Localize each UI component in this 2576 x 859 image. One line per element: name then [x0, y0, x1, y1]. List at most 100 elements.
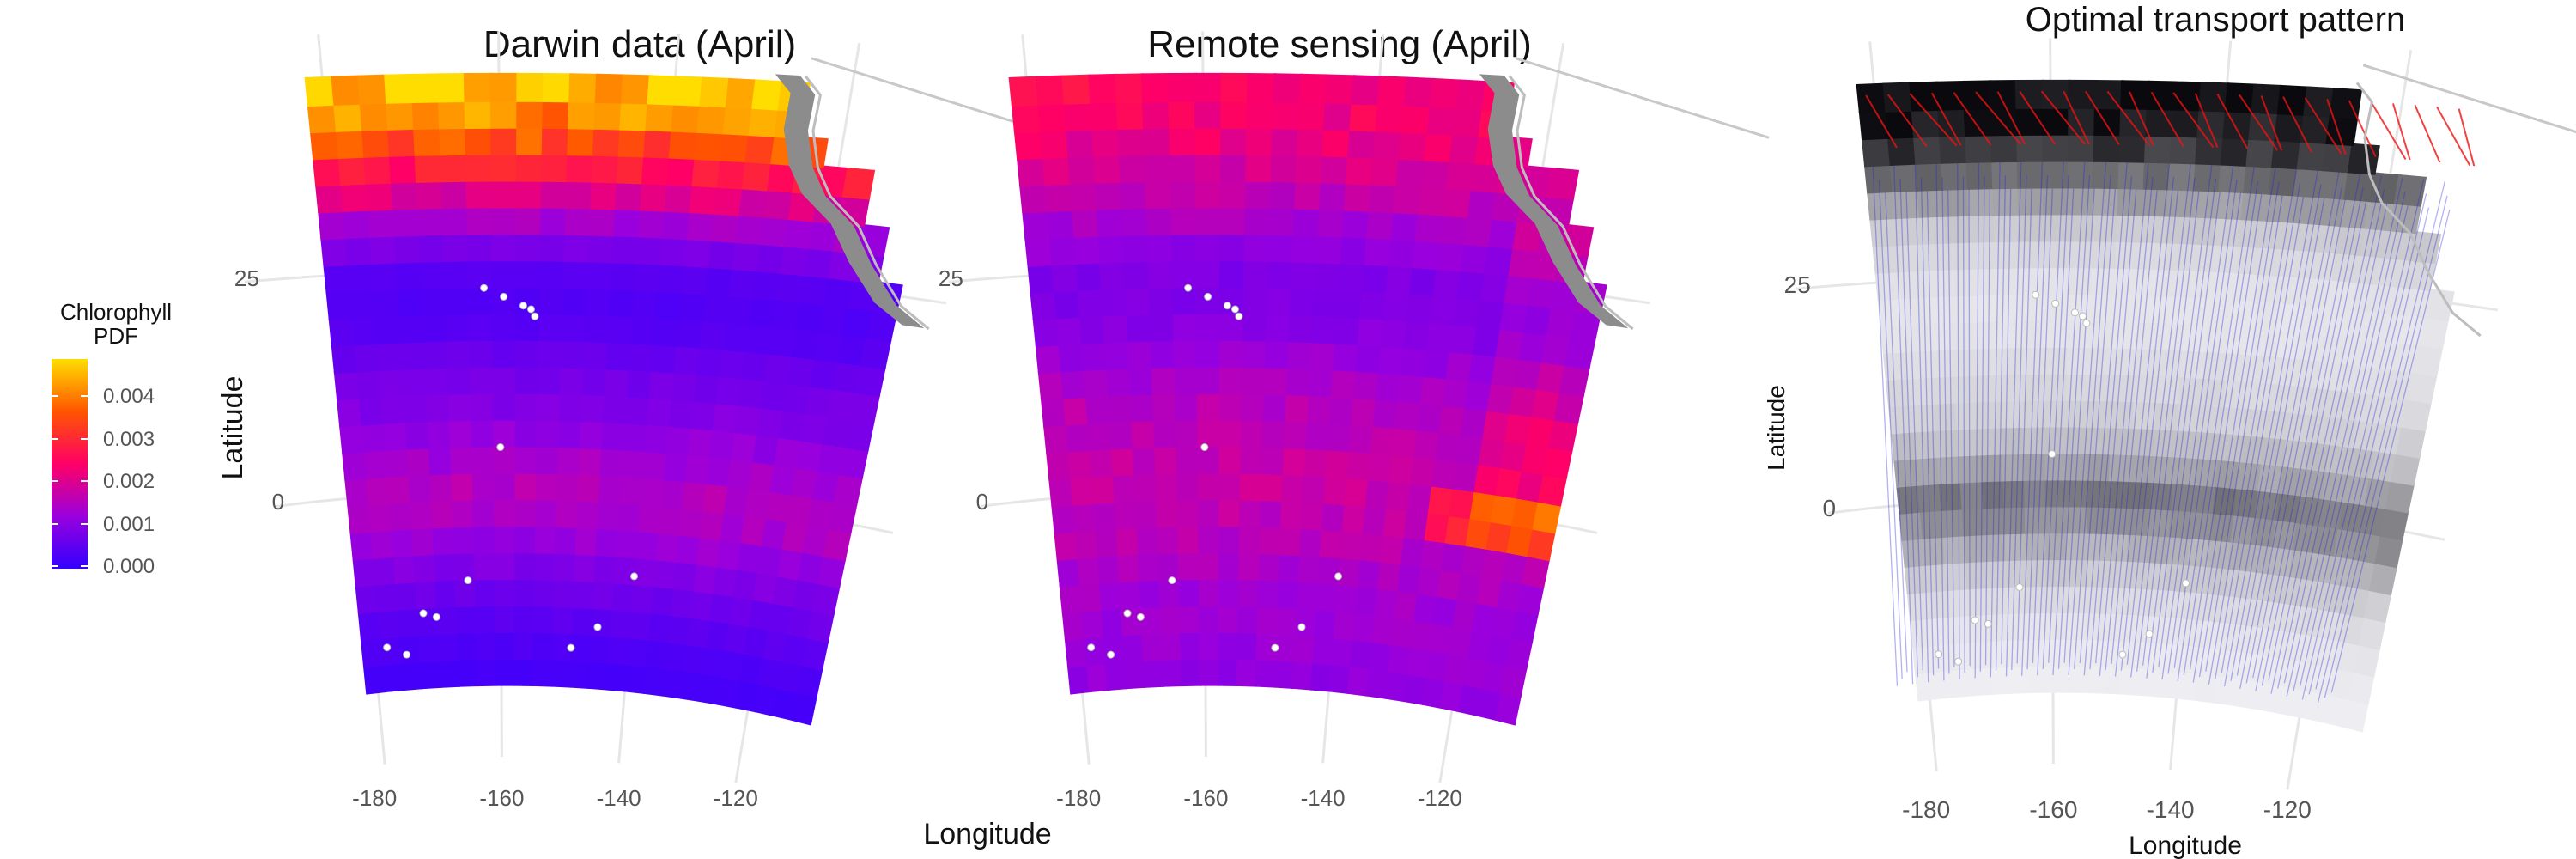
heatmap-cell: [1367, 450, 1394, 483]
heatmap-cell: [1336, 288, 1364, 319]
heatmap-cell: [1375, 370, 1403, 403]
heatmap-cell: [647, 395, 674, 428]
transport-line-red: [2436, 106, 2471, 167]
heatmap-cell: [1540, 332, 1573, 367]
heatmap-cell: [1081, 607, 1105, 640]
x-tick-label: -160: [2029, 796, 2077, 823]
transport-line: [2308, 193, 2427, 695]
heatmap-cell: [1885, 108, 1917, 139]
heatmap-cell: [492, 391, 518, 421]
heatmap-cell: [1500, 662, 1528, 698]
heatmap-cell: [658, 503, 684, 536]
heatmap-cell: [1426, 320, 1456, 353]
heatmap-cell: [616, 154, 647, 185]
heatmap-cell: [441, 205, 470, 236]
heatmap-cell: [1410, 454, 1438, 487]
heatmap-cell: [2142, 160, 2172, 191]
heatmap-cell: [1218, 603, 1240, 634]
heatmap-cell: [1953, 373, 1980, 404]
heatmap-cell: [1386, 479, 1413, 512]
transport-line: [2245, 186, 2343, 684]
y-tick-label: 25: [234, 265, 259, 291]
transport-line-red: [1975, 91, 2022, 145]
heatmap-cell: [2008, 664, 2031, 694]
heatmap-cell: [1512, 219, 1545, 253]
heatmap-cell: [1323, 101, 1354, 131]
heatmap-cell: [1196, 364, 1222, 394]
heatmap-cell: [2117, 186, 2146, 216]
heatmap-cell: [637, 503, 664, 534]
heatmap-cell: [2379, 255, 2412, 289]
island-marker: [630, 572, 639, 581]
transport-line-red: [2129, 91, 2154, 146]
heatmap-cell: [415, 578, 439, 610]
heatmap-cell: [2139, 240, 2168, 271]
heatmap-cell: [2199, 618, 2225, 650]
heatmap-cell: [1123, 658, 1146, 690]
heatmap-cell: [583, 339, 611, 370]
heatmap-cell: [2138, 266, 2166, 297]
heatmap-cell: [2314, 195, 2347, 228]
heatmap-cell: [1078, 314, 1107, 344]
heatmap-cell: [1246, 99, 1276, 130]
heatmap-cell: [624, 662, 648, 695]
heatmap-cell: [1863, 162, 1895, 194]
heatmap-cell: [1145, 179, 1174, 210]
heatmap-cell: [2066, 478, 2090, 508]
heatmap-cell: [1218, 364, 1245, 394]
heatmap-cell: [2224, 566, 2251, 599]
island-marker: [1971, 616, 1979, 624]
heatmap-cell: [2113, 292, 2142, 323]
heatmap-cell: [1196, 311, 1222, 341]
heatmap-cell: [768, 600, 795, 636]
transport-line: [2152, 178, 2217, 673]
heatmap-cell: [403, 393, 430, 423]
heatmap-cell: [1414, 211, 1446, 244]
heatmap-cell: [2204, 564, 2231, 597]
heatmap-cell: [2108, 478, 2133, 509]
heatmap-cell: [1484, 244, 1516, 277]
heatmap-cell: [1351, 395, 1378, 428]
heatmap-cell: [1542, 445, 1573, 479]
heatmap-cell: [1319, 180, 1349, 211]
heatmap-cell: [2220, 404, 2248, 436]
heatmap-cell: [702, 645, 727, 679]
heatmap-cell: [1561, 223, 1595, 258]
heatmap-cell: [1236, 630, 1259, 661]
heatmap-cell: [2123, 585, 2148, 617]
heatmap-cell: [1908, 375, 1935, 406]
transport-line: [2286, 177, 2403, 698]
colorbar: [52, 359, 88, 569]
heatmap-cell: [404, 419, 431, 450]
heatmap-cell: [1133, 472, 1158, 503]
heatmap-cell: [605, 661, 629, 692]
island-marker: [1107, 650, 1115, 659]
heatmap-cell: [1269, 179, 1298, 210]
heatmap-cell: [2093, 106, 2123, 137]
heatmap-cell: [827, 387, 858, 421]
heatmap-cell: [1260, 497, 1284, 528]
heatmap-cell: [2287, 685, 2313, 720]
heatmap-cell: [1194, 205, 1223, 235]
heatmap-cell: [1308, 367, 1335, 398]
island-marker: [2145, 630, 2154, 638]
heatmap-cell: [732, 240, 762, 272]
heatmap-cell: [2090, 265, 2118, 295]
heatmap-cell: [1926, 320, 1954, 351]
transport-line: [2048, 188, 2075, 663]
heatmap-cell: [1132, 445, 1157, 476]
heatmap-cell: [333, 101, 365, 132]
heatmap-cell: [1424, 510, 1452, 544]
heatmap-cell: [2045, 531, 2069, 561]
transport-line: [2293, 191, 2406, 691]
heatmap-cell: [433, 551, 457, 582]
transport-line: [1926, 191, 1940, 669]
heatmap-cell: [765, 489, 794, 523]
heatmap-cell: [1042, 423, 1071, 454]
heatmap-cell: [2067, 159, 2096, 189]
heatmap-cell: [2274, 112, 2306, 143]
heatmap-cell: [2287, 220, 2318, 253]
heatmap-cell: [1321, 501, 1347, 533]
y-tick-label: 0: [1822, 495, 1836, 521]
heatmap-cell: [1119, 578, 1143, 610]
